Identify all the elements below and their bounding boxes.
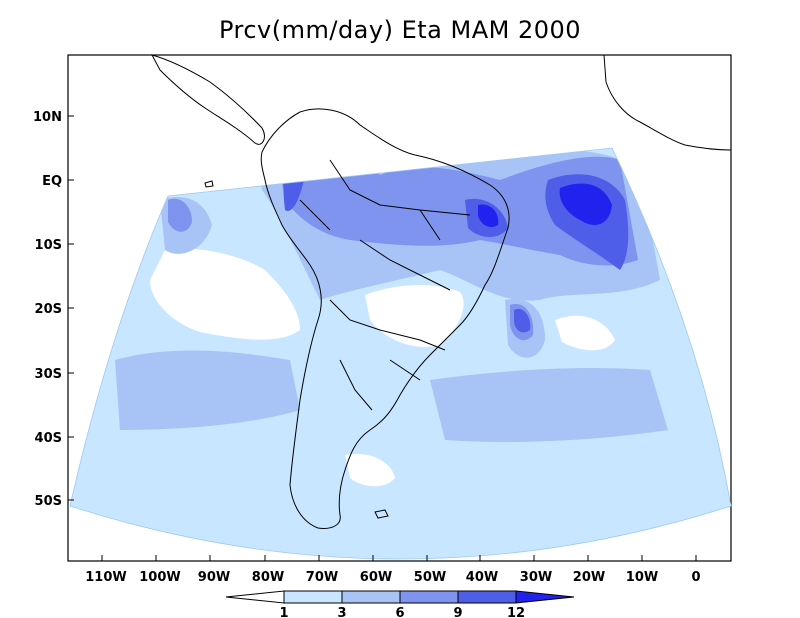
color-legend: 1 3 6 9 12: [225, 590, 575, 618]
lon-label: 10W: [626, 570, 658, 585]
dry-zone-central-brazil: [365, 284, 464, 348]
legend-swatch-below-1: [225, 590, 285, 604]
lat-label: 50S: [35, 494, 62, 509]
lat-label: 30S: [35, 367, 62, 382]
legend-level-label: 12: [507, 606, 525, 618]
lon-label: 20W: [573, 570, 605, 585]
dry-zone-east-pacific: [150, 248, 300, 340]
lon-label: 30W: [520, 570, 552, 585]
lat-label: 10S: [35, 238, 62, 253]
map-title: Prcv(mm/day) Eta MAM 2000: [218, 16, 582, 44]
country-borders: [299, 159, 471, 411]
legend-swatch-6-9: [399, 590, 459, 604]
legend-level-label: 6: [395, 606, 404, 618]
lon-label: 90W: [198, 570, 230, 585]
legend-swatch-9-12: [457, 590, 517, 604]
legend-level-label: 9: [453, 606, 462, 618]
axis-ticks: [68, 115, 697, 561]
lat-label: 40S: [35, 431, 62, 446]
legend-swatch-1-3: [283, 590, 343, 604]
continent-outlines: [151, 54, 732, 529]
legend-level-label: 3: [337, 606, 346, 618]
south-america-coastline: [260, 108, 510, 529]
legend-level-label: 1: [279, 606, 288, 618]
lon-label: 80W: [252, 570, 284, 585]
africa-coastline: [603, 54, 732, 151]
central-america-coastline: [151, 54, 265, 145]
galapagos-islands: [204, 180, 214, 188]
lon-label: 110W: [85, 570, 126, 585]
lon-label: 50W: [414, 570, 446, 585]
lon-label: 0: [691, 570, 700, 585]
lon-label: 70W: [306, 570, 338, 585]
falkland-islands: [374, 509, 389, 519]
lon-label: 60W: [360, 570, 392, 585]
longitude-labels: 110W 100W 90W 80W 70W 60W 50W 40W 30W 20…: [85, 570, 700, 585]
dry-zone-south-atlantic: [555, 315, 615, 351]
dry-zone-patagonia: [345, 453, 395, 487]
model-domain-outline: [69, 147, 732, 560]
legend-swatch-above-12: [515, 590, 575, 604]
lat-label: 10N: [33, 110, 62, 125]
lon-label: 100W: [139, 570, 180, 585]
lat-label: EQ: [42, 174, 62, 189]
lon-label: 40W: [466, 570, 498, 585]
latitude-labels: 10N EQ 10S 20S 30S 40S 50S: [33, 110, 62, 509]
legend-swatch-3-6: [341, 590, 401, 604]
lat-label: 20S: [35, 302, 62, 317]
